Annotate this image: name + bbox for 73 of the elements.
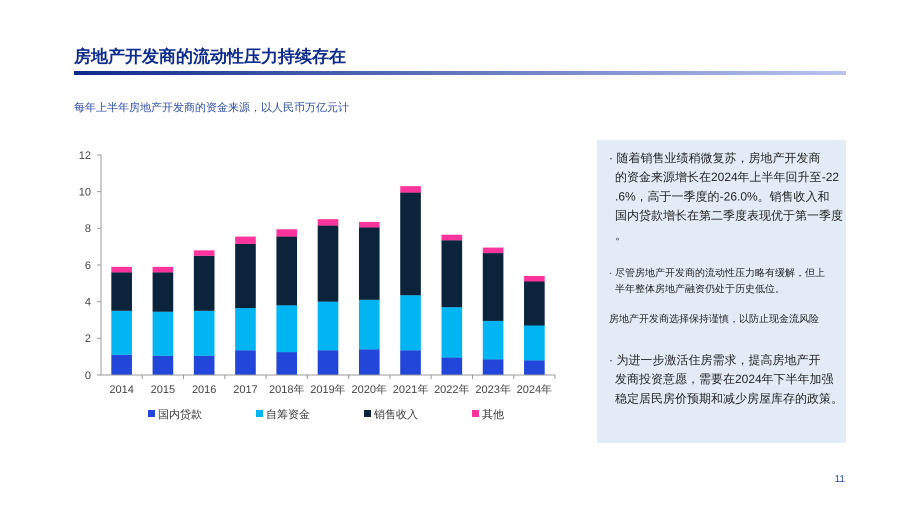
bar xyxy=(358,222,380,228)
x-tick-label: 2018年 xyxy=(268,384,304,396)
y-tick-label: 8 xyxy=(84,223,91,236)
bar xyxy=(442,358,462,375)
bar xyxy=(318,350,338,375)
text: · 尽管房地产开发商的流动性压力略有缓解，但上半年整体房地产融资仍处于历史低位。 xyxy=(609,267,826,295)
bar xyxy=(276,305,298,352)
bar xyxy=(152,312,174,356)
x-tick-label: 2022年 xyxy=(434,384,470,396)
x-tick-label: 2020年 xyxy=(352,384,388,396)
bar xyxy=(318,226,338,302)
y-tick-label: 6 xyxy=(84,260,91,272)
bar xyxy=(194,310,214,356)
bar xyxy=(111,310,132,355)
bar xyxy=(194,256,214,311)
x-tick-label: 2016 xyxy=(192,384,216,396)
legend-label: 销售收入 xyxy=(373,408,418,421)
x-tick-label: 2021年 xyxy=(392,384,428,396)
bar xyxy=(400,192,421,296)
bar xyxy=(111,354,132,375)
bar xyxy=(400,295,421,350)
text: · 随着销售业绩稍微复苏，房地产开发商的资金来源增长在2024年上半年回升至-22.6%，高于一季度的-26.0%。销售收入和国内贷款增长在第二季度表现优于第一季度。 xyxy=(609,151,843,242)
bar xyxy=(235,350,256,375)
bar xyxy=(524,326,545,360)
bar xyxy=(482,253,504,321)
bar xyxy=(318,302,338,350)
bar xyxy=(235,236,256,244)
bar xyxy=(400,350,421,375)
bar xyxy=(235,308,256,350)
bar xyxy=(194,356,214,375)
chart-title: 房地产开发商的流动性压力持续存在 xyxy=(73,47,346,66)
bar xyxy=(111,272,132,311)
bar xyxy=(524,276,545,282)
text: 11 xyxy=(834,474,846,485)
bar xyxy=(524,282,545,326)
bar xyxy=(442,240,462,308)
text: · 为进一步激活住房需求，提高房地产开发商投资意愿，需要在2024年下半年加强稳定居民房价预期和减少房屋库存的政策。 xyxy=(609,353,843,406)
y-tick-label: 10 xyxy=(78,186,91,199)
y-tick-label: 12 xyxy=(78,150,91,162)
bar xyxy=(276,229,298,237)
bar xyxy=(111,266,132,272)
bar xyxy=(318,219,338,226)
bar xyxy=(358,349,380,375)
bar xyxy=(235,244,256,308)
text: 房地产开发商选择保持谨慎，以防止现金流风险 xyxy=(609,313,819,325)
y-tick-label: 2 xyxy=(84,333,91,346)
y-tick-label: 0 xyxy=(84,370,91,382)
bar xyxy=(152,266,174,272)
bar xyxy=(482,320,504,360)
bar xyxy=(194,250,214,256)
bar xyxy=(442,307,462,358)
bar xyxy=(276,236,298,306)
chart-subtitle: 每年上半年房地产开发商的资金来源，以人民币万亿元计 xyxy=(74,101,349,114)
x-tick-label: 2023年 xyxy=(475,384,511,396)
bar xyxy=(358,227,380,300)
bar xyxy=(524,360,545,375)
x-tick-label: 2024年 xyxy=(516,384,552,396)
legend-label: 其他 xyxy=(482,408,504,421)
legend-label: 国内贷款 xyxy=(158,408,202,421)
bar xyxy=(358,300,380,350)
bar xyxy=(482,359,504,375)
bar xyxy=(276,352,298,375)
bar xyxy=(482,248,504,254)
x-tick-label: 2017 xyxy=(233,384,258,396)
x-tick-label: 2019年 xyxy=(310,384,346,396)
legend-label: 自筹资金 xyxy=(266,408,310,421)
bar xyxy=(400,186,421,193)
x-tick-label: 2015 xyxy=(150,384,176,396)
bar xyxy=(152,272,174,312)
x-tick-label: 2014 xyxy=(109,384,134,396)
y-tick-label: 4 xyxy=(84,296,91,309)
bar xyxy=(152,356,174,375)
bar xyxy=(442,234,462,240)
